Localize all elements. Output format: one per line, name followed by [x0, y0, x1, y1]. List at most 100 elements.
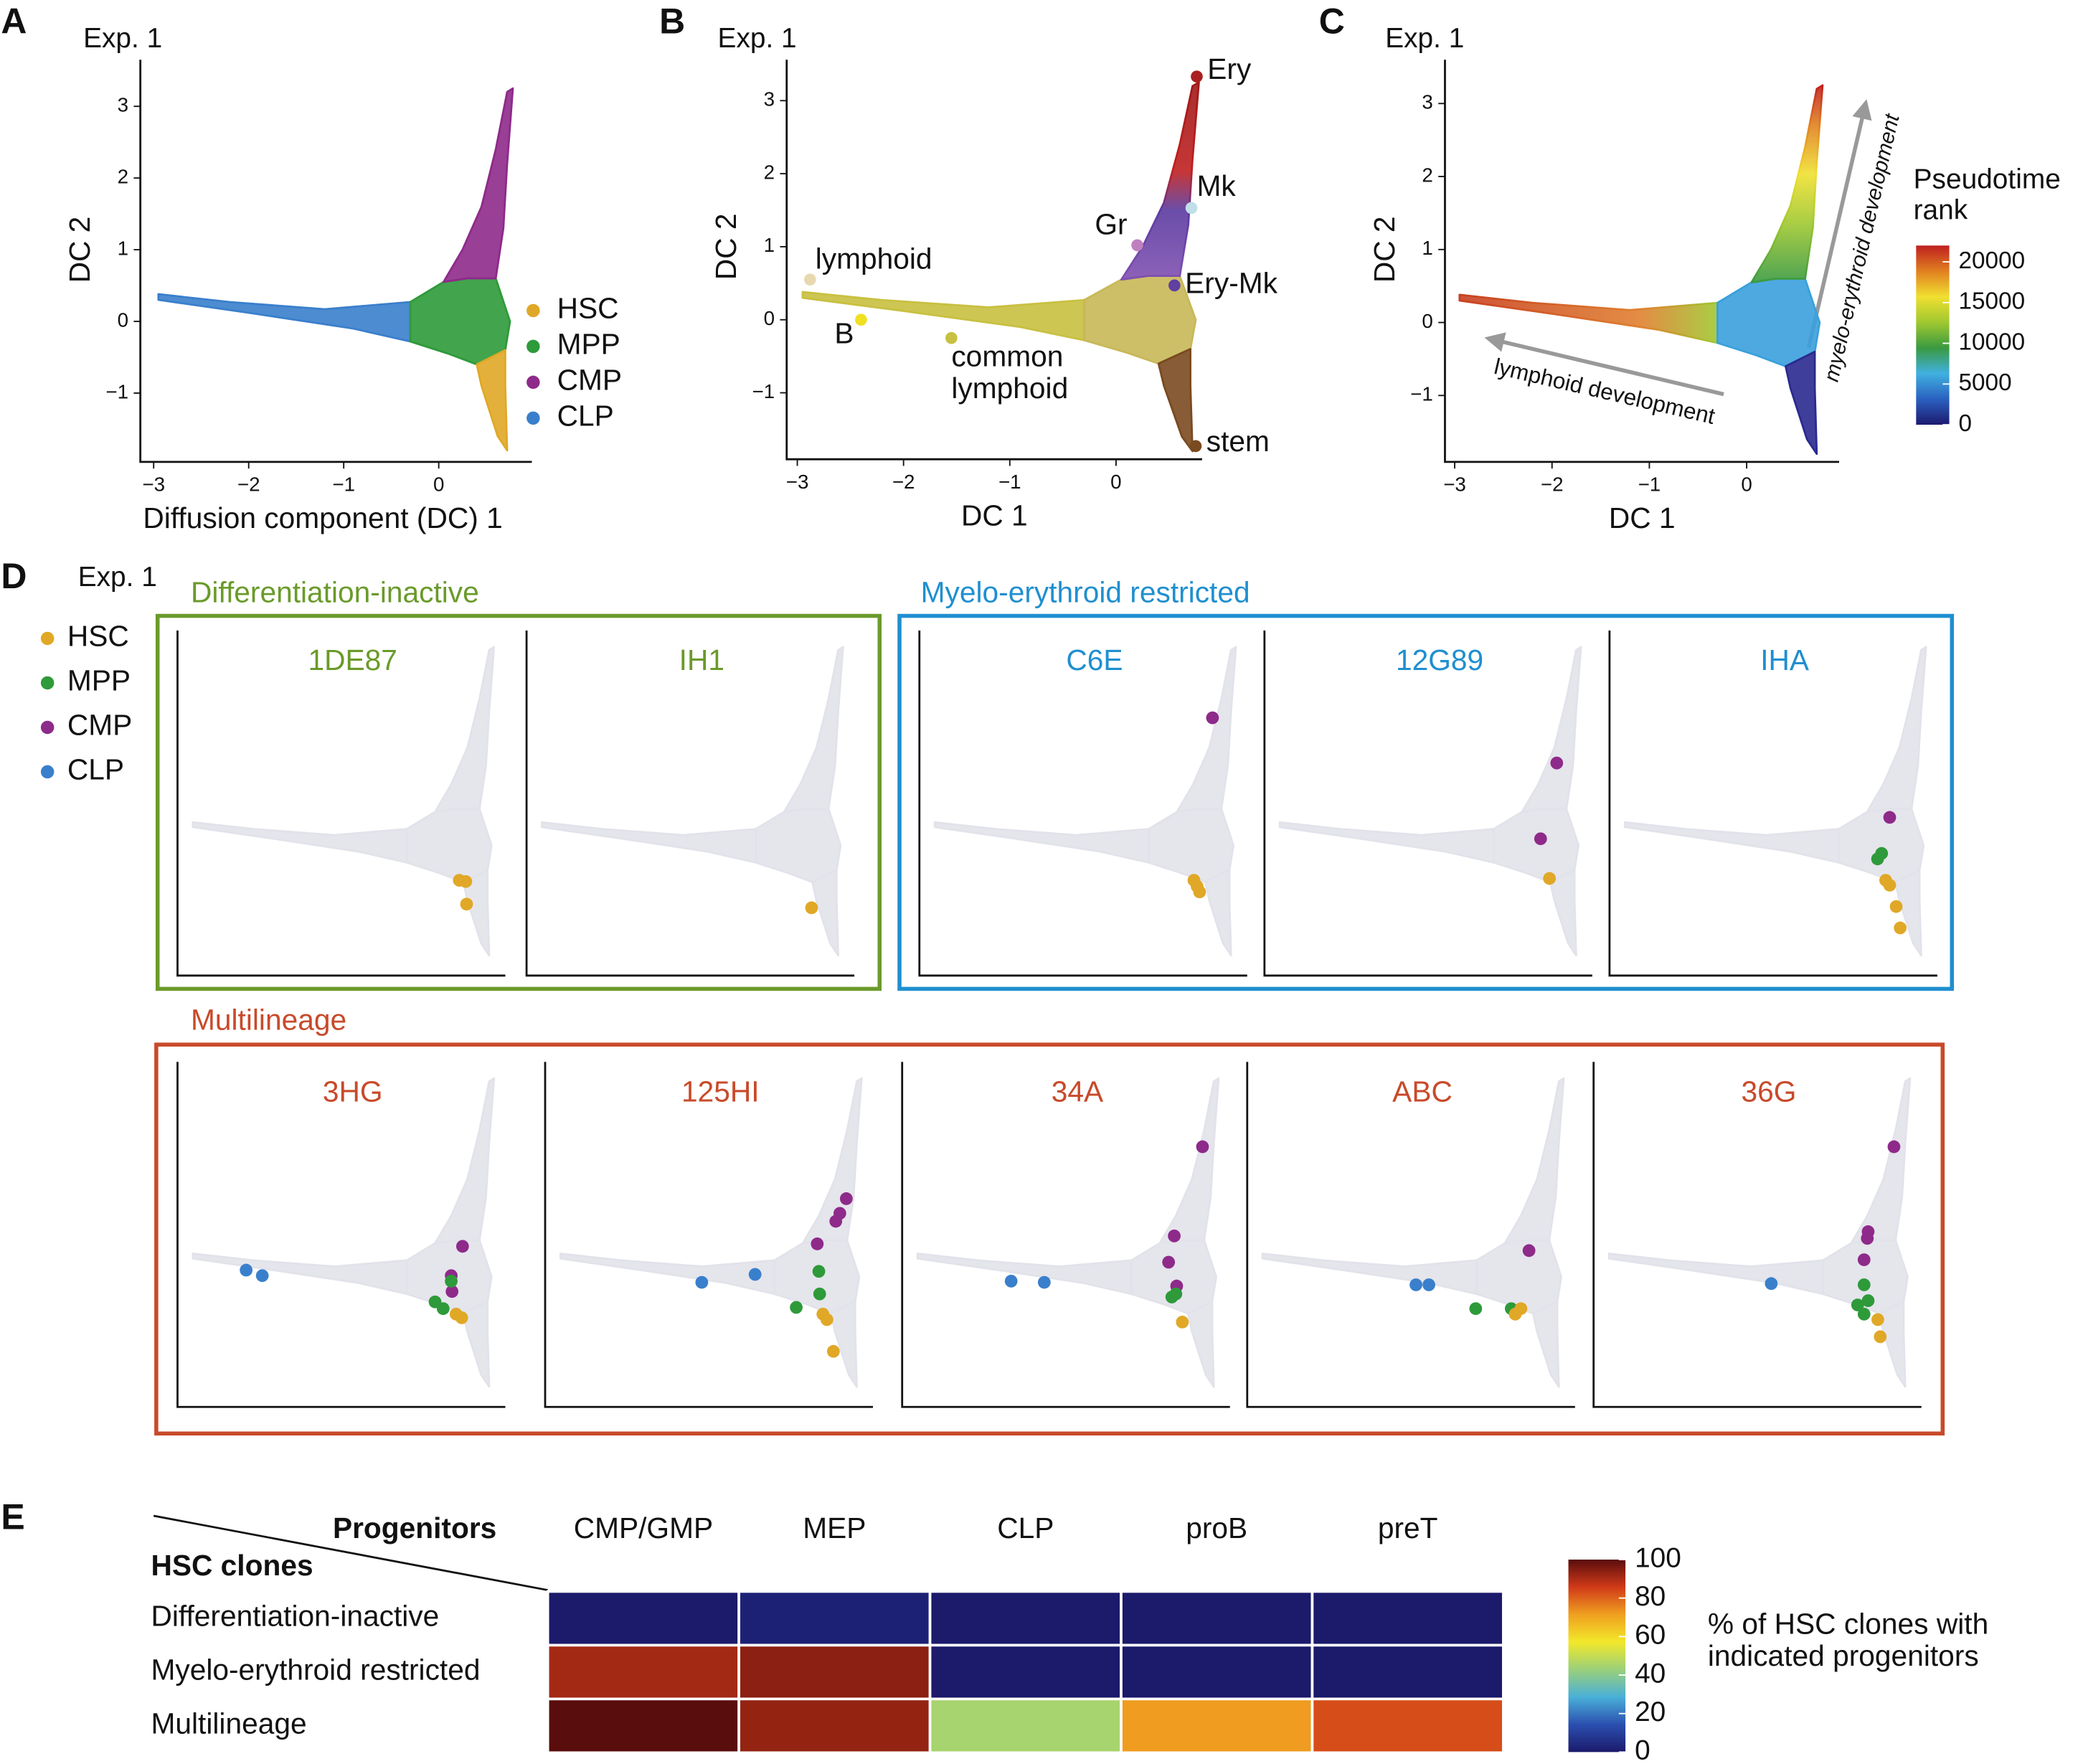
clone-cell: [1168, 1229, 1181, 1242]
legend-label: HSC: [67, 620, 129, 653]
clone-title: IH1: [679, 643, 724, 676]
cell-cloud: [783, 646, 844, 813]
group-box: [155, 613, 882, 991]
annotated-point: [1131, 239, 1143, 252]
x-axis-label: DC 1: [1609, 501, 1676, 534]
cell-cloud: [541, 821, 757, 864]
column-label: preT: [1378, 1511, 1438, 1544]
colorbar-tick-label: 80: [1635, 1581, 1666, 1612]
clone-cell: [1508, 1307, 1522, 1321]
colorbar-tick-label: 100: [1635, 1542, 1681, 1573]
cell-cloud: [442, 87, 514, 283]
cell-cloud: [1850, 1077, 1912, 1245]
subtitle: Exp. 1: [78, 562, 157, 593]
panel-letters: A B C D E: [1, 1, 1344, 1537]
header-divider: [153, 1514, 548, 1591]
arrow: [1484, 332, 1724, 397]
clone-cell: [436, 1302, 450, 1316]
axis-line: [139, 60, 532, 463]
cell-cloud: [434, 646, 496, 813]
cell-cloud: [1475, 1239, 1563, 1315]
y-tick-label: 1: [1422, 237, 1432, 259]
legend-label: CLP: [557, 400, 614, 433]
clone-cell: [240, 1263, 253, 1277]
clone-cell: [1874, 1330, 1887, 1344]
cell-cloud: [1458, 293, 1719, 344]
clone-cell: [445, 1274, 458, 1288]
axis-line: [1608, 630, 1937, 977]
clone-cell: [1857, 1307, 1871, 1321]
annotated-point: [1185, 202, 1198, 214]
clone-cell: [813, 1287, 826, 1301]
y-tick-label: 0: [764, 307, 775, 329]
clone-cell: [1534, 832, 1547, 846]
heatmap-cell: [546, 1643, 740, 1701]
cell-cloud: [1120, 81, 1200, 281]
clone-cell: [1409, 1278, 1422, 1291]
y-tick-label: 0: [118, 308, 128, 331]
colorbar: [1916, 245, 1950, 425]
heatmap-cell: [737, 1697, 932, 1755]
clone-cell: [459, 874, 473, 888]
heatmap-cell: [546, 1590, 740, 1647]
y-tick-label: 1: [118, 237, 128, 259]
clone-cell: [1004, 1274, 1018, 1288]
heatmap-cell: [1310, 1697, 1505, 1755]
legend-marker: [526, 411, 540, 425]
clone-cell: [839, 1192, 853, 1205]
panel-letter: C: [1319, 1, 1345, 41]
annotated-point: [804, 273, 816, 286]
panel-letter: A: [1, 1, 27, 41]
clone-cell: [255, 1269, 269, 1283]
clone-cell: [748, 1268, 762, 1281]
y-tick-label: −1: [1410, 383, 1433, 405]
clone-cell: [1162, 1255, 1176, 1269]
subtitle: Exp. 1: [1385, 23, 1464, 54]
heatmap-cell: [928, 1590, 1123, 1647]
group-box: [154, 1042, 1945, 1436]
group-box: [897, 613, 1955, 991]
x-tick-label: −2: [892, 471, 915, 493]
clone-cell: [1889, 900, 1903, 913]
clone-title: IHA: [1760, 643, 1810, 676]
legend-marker: [40, 765, 55, 779]
x-tick-label: −3: [142, 473, 165, 496]
panel-letter: E: [1, 1497, 24, 1537]
legend-label: CMP: [67, 709, 132, 742]
cell-cloud: [1204, 869, 1232, 957]
group-title: Differentiation-inactive: [191, 576, 479, 609]
clone-cell: [1861, 1294, 1875, 1308]
cell-cloud: [1158, 1077, 1220, 1245]
cell-cloud: [1549, 869, 1577, 957]
y-tick-label: 3: [118, 94, 128, 116]
y-tick-label: 3: [1422, 91, 1432, 113]
x-tick-label: −3: [786, 471, 809, 493]
cell-cloud: [1186, 1300, 1215, 1388]
y-tick-label: 3: [764, 88, 775, 110]
legend-label: CMP: [557, 364, 622, 397]
legend-marker: [40, 676, 55, 690]
x-axis-label: Diffusion component (DC) 1: [143, 501, 502, 534]
cell-cloud: [916, 1253, 1133, 1296]
legend-label: MPP: [557, 328, 620, 361]
annotated-point: [1168, 279, 1181, 292]
background-cloud: [1261, 1077, 1565, 1388]
heatmap-cell: [1310, 1643, 1505, 1701]
cell-cloud: [933, 821, 1150, 864]
subtitle: Exp. 1: [83, 23, 162, 54]
y-tick-label: 2: [118, 165, 128, 187]
clone-cell: [1871, 852, 1884, 866]
background-cloud: [1623, 646, 1927, 957]
clone-cell: [1169, 1287, 1183, 1301]
cell-cloud: [1503, 1077, 1565, 1245]
clone-cell: [811, 1237, 824, 1250]
cell-cloud: [1157, 348, 1194, 453]
axis-line: [1246, 1062, 1575, 1408]
annotation-label: stem: [1206, 425, 1270, 458]
clone-cell: [812, 1265, 826, 1278]
column-label: proB: [1186, 1511, 1247, 1544]
cloud-group: [1458, 84, 1824, 456]
annotated-point: [1191, 70, 1203, 83]
cell-cloud: [192, 1253, 408, 1296]
